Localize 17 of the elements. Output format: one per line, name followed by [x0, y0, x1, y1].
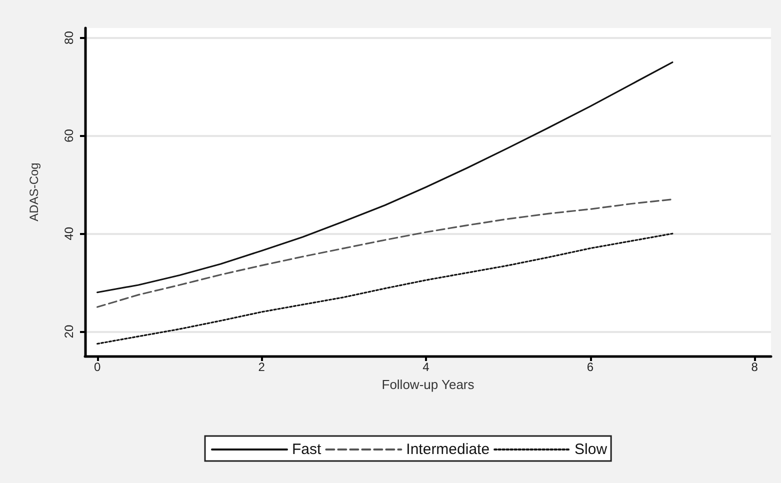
x-tick-label: 2: [258, 360, 266, 374]
y-axis-title: ADAS-Cog: [27, 162, 41, 222]
x-tick-label: 0: [94, 360, 101, 374]
legend-label: Slow: [574, 441, 608, 458]
x-axis-title: Follow-up Years: [382, 376, 475, 392]
y-tick-label: 40: [62, 226, 76, 240]
y-tick-label: 20: [62, 324, 76, 338]
x-tick-label: 8: [751, 360, 758, 374]
y-tick-label: 60: [62, 128, 76, 142]
x-tick-label: 4: [422, 360, 430, 374]
legend-label: Fast: [292, 441, 322, 458]
line-series: [96, 61, 674, 294]
x-tick-label: 6: [586, 360, 594, 374]
y-tick-label: 80: [62, 30, 76, 44]
legend-label: Intermediate: [406, 441, 490, 458]
line-series: [96, 232, 674, 345]
line-series: [96, 198, 674, 308]
